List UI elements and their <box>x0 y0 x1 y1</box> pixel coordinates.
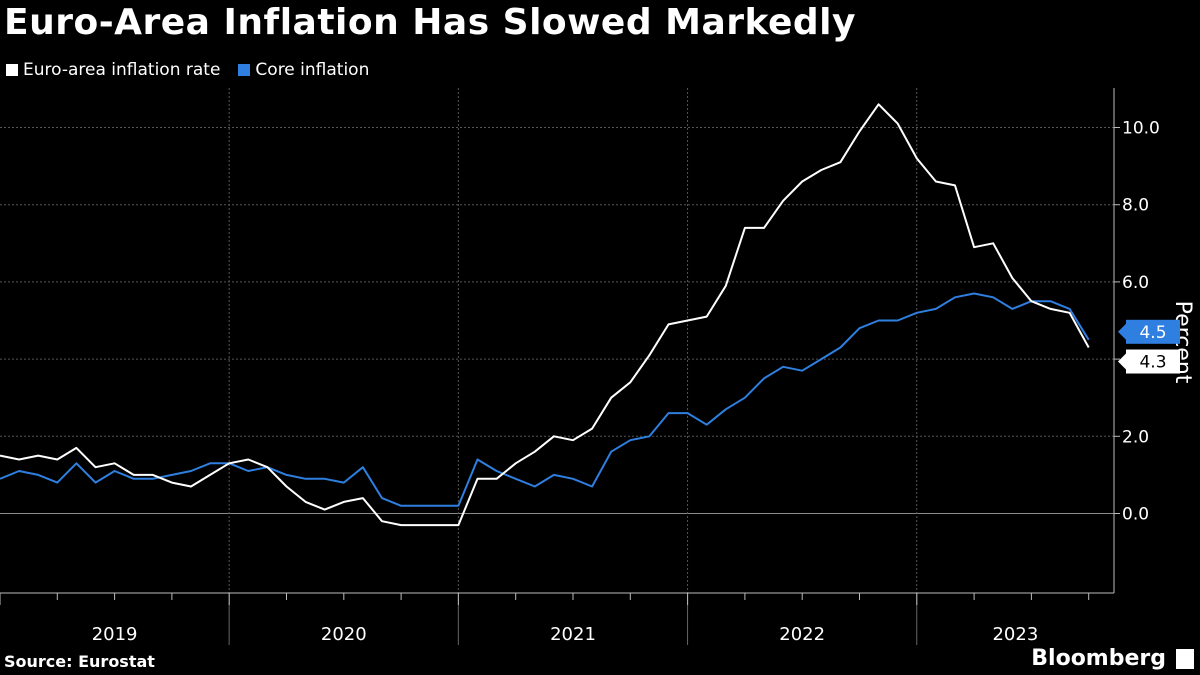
last-value-label: 4.3 <box>1139 353 1166 373</box>
source-note: Source: Eurostat <box>4 652 155 671</box>
last-value-label: 4.5 <box>1139 323 1166 343</box>
x-tick-label-2023: 2023 <box>992 624 1038 645</box>
legend-swatch-core <box>238 64 251 76</box>
x-tick-label-2021: 2021 <box>550 624 596 645</box>
last-value-box <box>1126 319 1180 344</box>
y-tick-label: 6.0 <box>1122 273 1149 293</box>
series-line-core-inflation <box>0 292 1090 507</box>
legend-label-headline: Euro-area inflation rate <box>23 60 221 80</box>
series-line-euro-area-inflation-rate <box>0 103 1090 527</box>
legend: Euro-area inflation rate Core inflation <box>6 60 369 80</box>
legend-item-headline: Euro-area inflation rate <box>6 60 220 80</box>
bloomberg-terminal-icon <box>1176 649 1194 669</box>
y-tick-label: 8.0 <box>1122 196 1149 216</box>
chart-title: Euro-Area Inflation Has Slowed Markedly <box>4 2 856 43</box>
last-value-pointer <box>1118 323 1126 340</box>
x-tick-label-2019: 2019 <box>92 624 138 645</box>
y-tick-label: 0.0 <box>1122 505 1149 525</box>
last-value-box <box>1126 349 1180 374</box>
legend-label-core: Core inflation <box>255 60 370 80</box>
bloomberg-logo: Bloomberg <box>1031 646 1166 671</box>
y-tick-label: 10.0 <box>1122 119 1160 139</box>
legend-swatch-headline <box>6 64 18 76</box>
y-tick-label: 2.0 <box>1122 427 1149 447</box>
legend-item-core: Core inflation <box>238 60 369 80</box>
x-tick-label-2020: 2020 <box>321 624 367 645</box>
x-tick-label-2022: 2022 <box>779 624 825 645</box>
last-value-pointer <box>1118 353 1126 370</box>
